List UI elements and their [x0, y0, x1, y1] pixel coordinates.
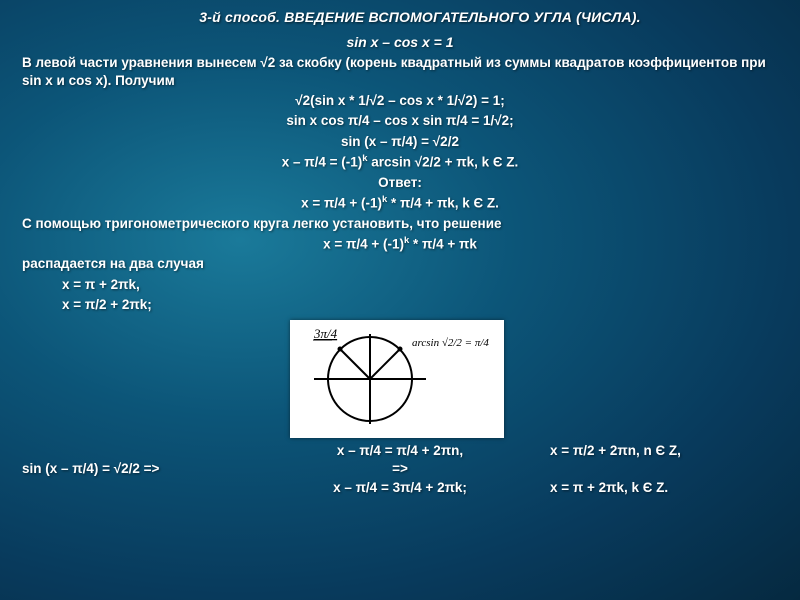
- case-2: x = π/2 + 2πk;: [22, 296, 778, 314]
- slide-title: 3-й способ. ВВЕДЕНИЕ ВСПОМОГАТЕЛЬНОГО УГ…: [22, 8, 778, 27]
- paragraph-3: распадается на два случая: [22, 255, 778, 273]
- grid-r3c2: x – π/4 = 3π/4 + 2πk;: [276, 479, 524, 497]
- point-3pi4-icon: [338, 347, 343, 352]
- unit-circle-diagram: 3π/4 arcsin √2/2 = π/4: [290, 320, 504, 438]
- label-3pi4: 3π/4: [313, 326, 338, 341]
- main-equation: sin x – cos x = 1: [22, 33, 778, 52]
- ans-post: * π/4 + πk, k Є Z.: [387, 195, 499, 210]
- grid-r2c3: [530, 460, 778, 478]
- eq6-post: * π/4 + πk: [409, 236, 477, 251]
- grid-r1c3: x = π/2 + 2πn, n Є Z,: [530, 442, 778, 460]
- equation-3: sin x cos π/4 – cos x sin π/4 = 1/√2;: [22, 112, 778, 130]
- answer-label: Ответ:: [22, 174, 778, 192]
- slide: 3-й способ. ВВЕДЕНИЕ ВСПОМОГАТЕЛЬНОГО УГ…: [0, 0, 800, 600]
- equation-2: √2(sin x * 1/√2 – cos x * 1/√2) = 1;: [22, 92, 778, 110]
- ans-pre: x = π/4 + (-1): [301, 195, 382, 210]
- equation-4: sin (x – π/4) = √2/2: [22, 133, 778, 151]
- grid-r2c2: =>: [276, 460, 524, 478]
- equation-6: x = π/4 + (-1)k * π/4 + πk: [22, 235, 778, 254]
- paragraph-2: С помощью тригонометрического круга легк…: [22, 215, 778, 233]
- answer-line: x = π/4 + (-1)k * π/4 + πk, k Є Z.: [22, 194, 778, 213]
- eq6-pre: x = π/4 + (-1): [323, 236, 404, 251]
- grid-r2c1: sin (x – π/4) = √2/2 =>: [22, 460, 270, 478]
- paragraph-1: В левой части уравнения вынесем √2 за ск…: [22, 54, 778, 90]
- grid-r1c1: [22, 442, 270, 460]
- grid-r3c1: [22, 479, 270, 497]
- label-arcsin: arcsin √2/2 = π/4: [412, 337, 489, 349]
- case-1: x = π + 2πk,: [22, 276, 778, 294]
- grid-r1c2: x – π/4 = π/4 + 2πn,: [276, 442, 524, 460]
- grid-r3c3: x = π + 2πk, k Є Z.: [530, 479, 778, 497]
- point-pi4-icon: [398, 347, 403, 352]
- eq5-post: arcsin √2/2 + πk, k Є Z.: [367, 154, 518, 169]
- bottom-grid: x – π/4 = π/4 + 2πn, x = π/2 + 2πn, n Є …: [22, 442, 778, 497]
- eq5-pre: x – π/4 = (-1): [282, 154, 363, 169]
- equation-5: x – π/4 = (-1)k arcsin √2/2 + πk, k Є Z.: [22, 153, 778, 172]
